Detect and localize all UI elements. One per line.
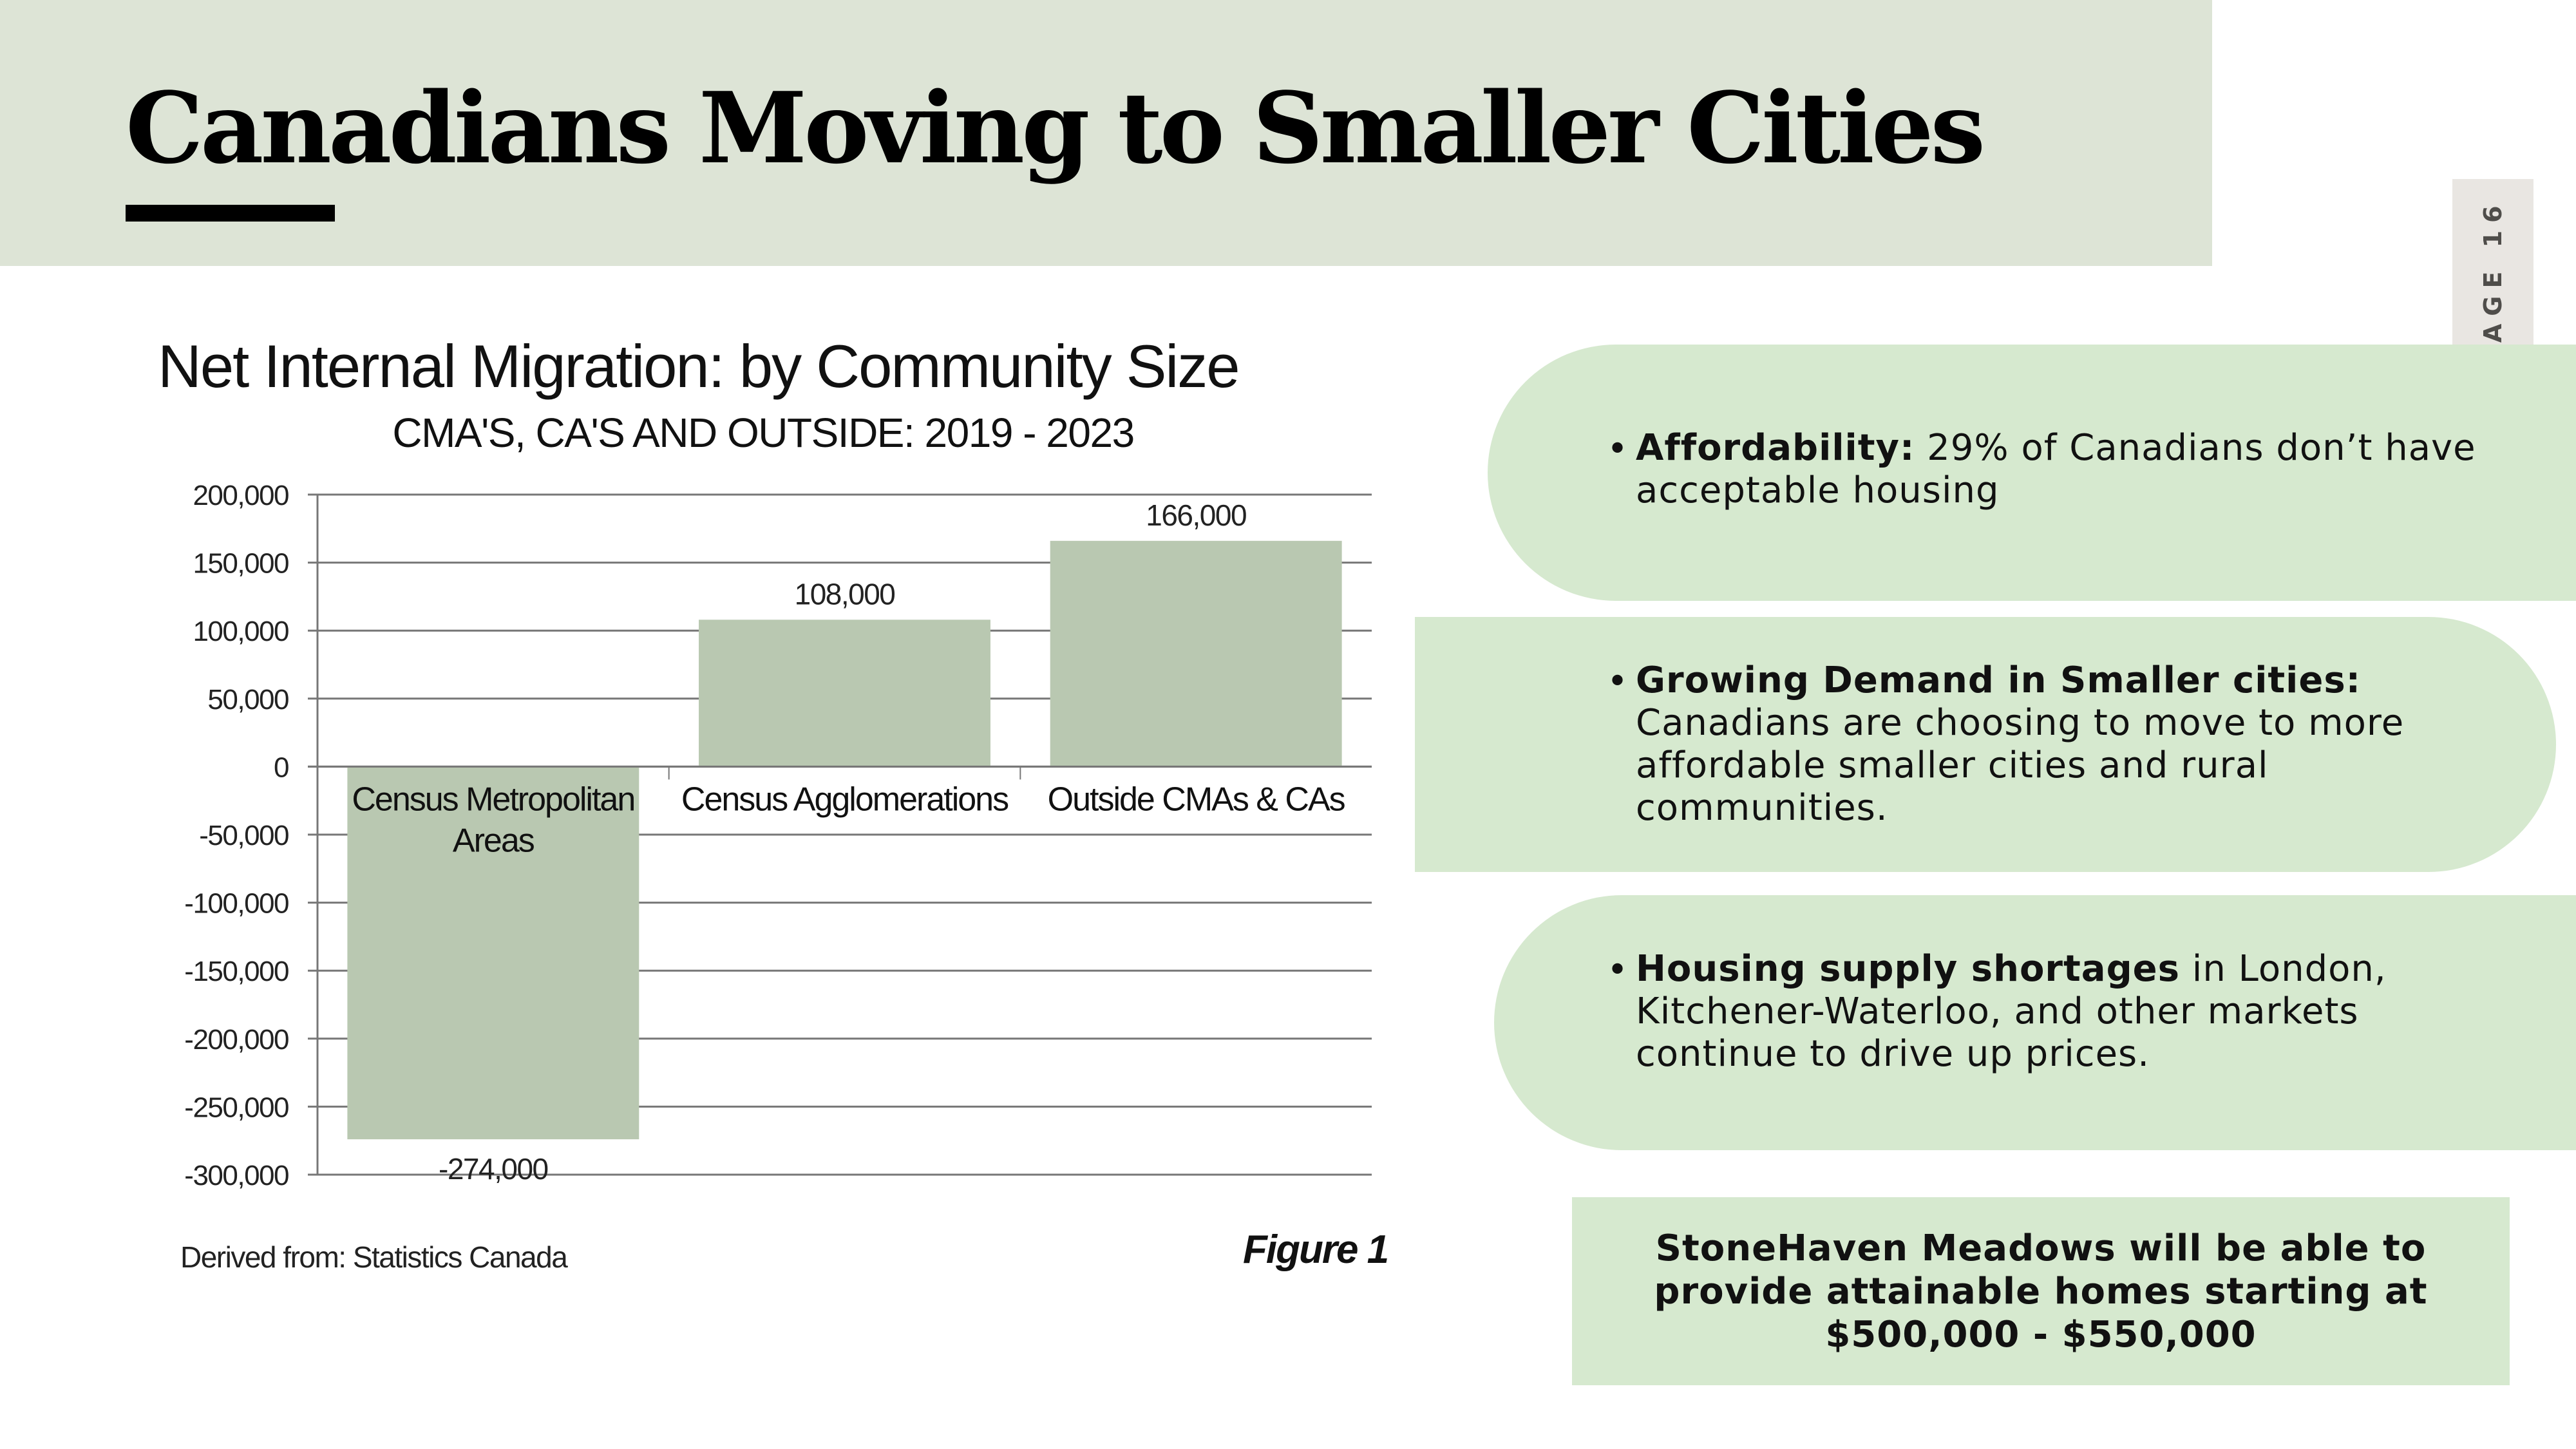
bullet-heading: Growing Demand in Smaller cities:	[1636, 659, 2362, 701]
bullet-panel-affordability: • Affordability: 29% of Canadians don’t …	[1488, 345, 2576, 601]
header-band: Canadians Moving to Smaller Cities	[0, 0, 2212, 266]
y-tick-label: 50,000	[207, 684, 289, 715]
y-tick-label: -150,000	[184, 956, 289, 987]
x-category-label: Census Metropolitan	[352, 781, 634, 818]
bullet-heading: Affordability:	[1636, 427, 1915, 469]
y-tick-label: -200,000	[184, 1024, 289, 1056]
bullet-icon: •	[1607, 949, 1629, 991]
bullet-heading: Housing supply shortages	[1636, 948, 2180, 990]
callout-text: StoneHaven Meadows will be able to provi…	[1654, 1227, 2428, 1356]
price-callout: StoneHaven Meadows will be able to provi…	[1572, 1197, 2510, 1385]
y-tick-label: -50,000	[199, 820, 289, 851]
data-label: 108,000	[795, 577, 895, 611]
figure-label: Figure 1	[1243, 1227, 1389, 1272]
bullet-body: Canadians are choosing to move to more a…	[1636, 702, 2405, 829]
y-tick-label: -100,000	[184, 888, 289, 920]
bullet-panel-demand: • Growing Demand in Smaller cities: Cana…	[1415, 617, 2556, 872]
bullet-icon: •	[1607, 661, 1629, 703]
bullet-body: 29% of Canadians don’t have acceptable h…	[1636, 427, 2476, 511]
chart-subtitle: CMA'S, CA'S AND OUTSIDE: 2019 - 2023	[392, 410, 1135, 456]
y-tick-label: -300,000	[184, 1160, 289, 1191]
x-category-label: Areas	[453, 822, 535, 859]
y-tick-label: 200,000	[193, 480, 289, 511]
chart-source-note: Derived from: Statistics Canada	[180, 1240, 568, 1274]
y-tick-label: 150,000	[193, 548, 289, 580]
chart-title: Net Internal Migration: by Community Siz…	[158, 332, 1240, 400]
bullet-body: in London, Kitchener-Waterloo, and other…	[1636, 948, 2387, 1075]
bullet-icon: •	[1607, 428, 1629, 470]
bullet-text: Affordability: 29% of Canadians don’t ha…	[1636, 427, 2524, 512]
bar	[347, 766, 639, 1140]
y-tick-label: -250,000	[184, 1092, 289, 1123]
chart-figure: Net Internal Migration: by Community Siz…	[158, 332, 1389, 1274]
data-label: 166,000	[1146, 498, 1246, 532]
y-tick-label: 100,000	[193, 616, 289, 647]
bar	[1050, 540, 1342, 767]
bar	[699, 620, 990, 767]
y-tick-label: 0	[274, 752, 289, 783]
x-category-label: Outside CMAs & CAs	[1048, 781, 1345, 818]
x-category-label: Census Agglomerations	[681, 781, 1009, 818]
bullet-text: Housing supply shortages in London, Kitc…	[1636, 948, 2409, 1075]
data-label: -274,000	[439, 1152, 548, 1186]
title-underline	[126, 205, 335, 222]
page-title: Canadians Moving to Smaller Cities	[126, 70, 1985, 185]
bullet-panel-supply: • Housing supply shortages in London, Ki…	[1494, 895, 2576, 1150]
bar-chart: 200,000 150,000 100,000 50,000 0 -50,000 -100,…	[184, 480, 1372, 1191]
page-number: PAGE 16	[2479, 198, 2507, 366]
bullet-text: Growing Demand in Smaller cities: Canadi…	[1636, 659, 2473, 829]
